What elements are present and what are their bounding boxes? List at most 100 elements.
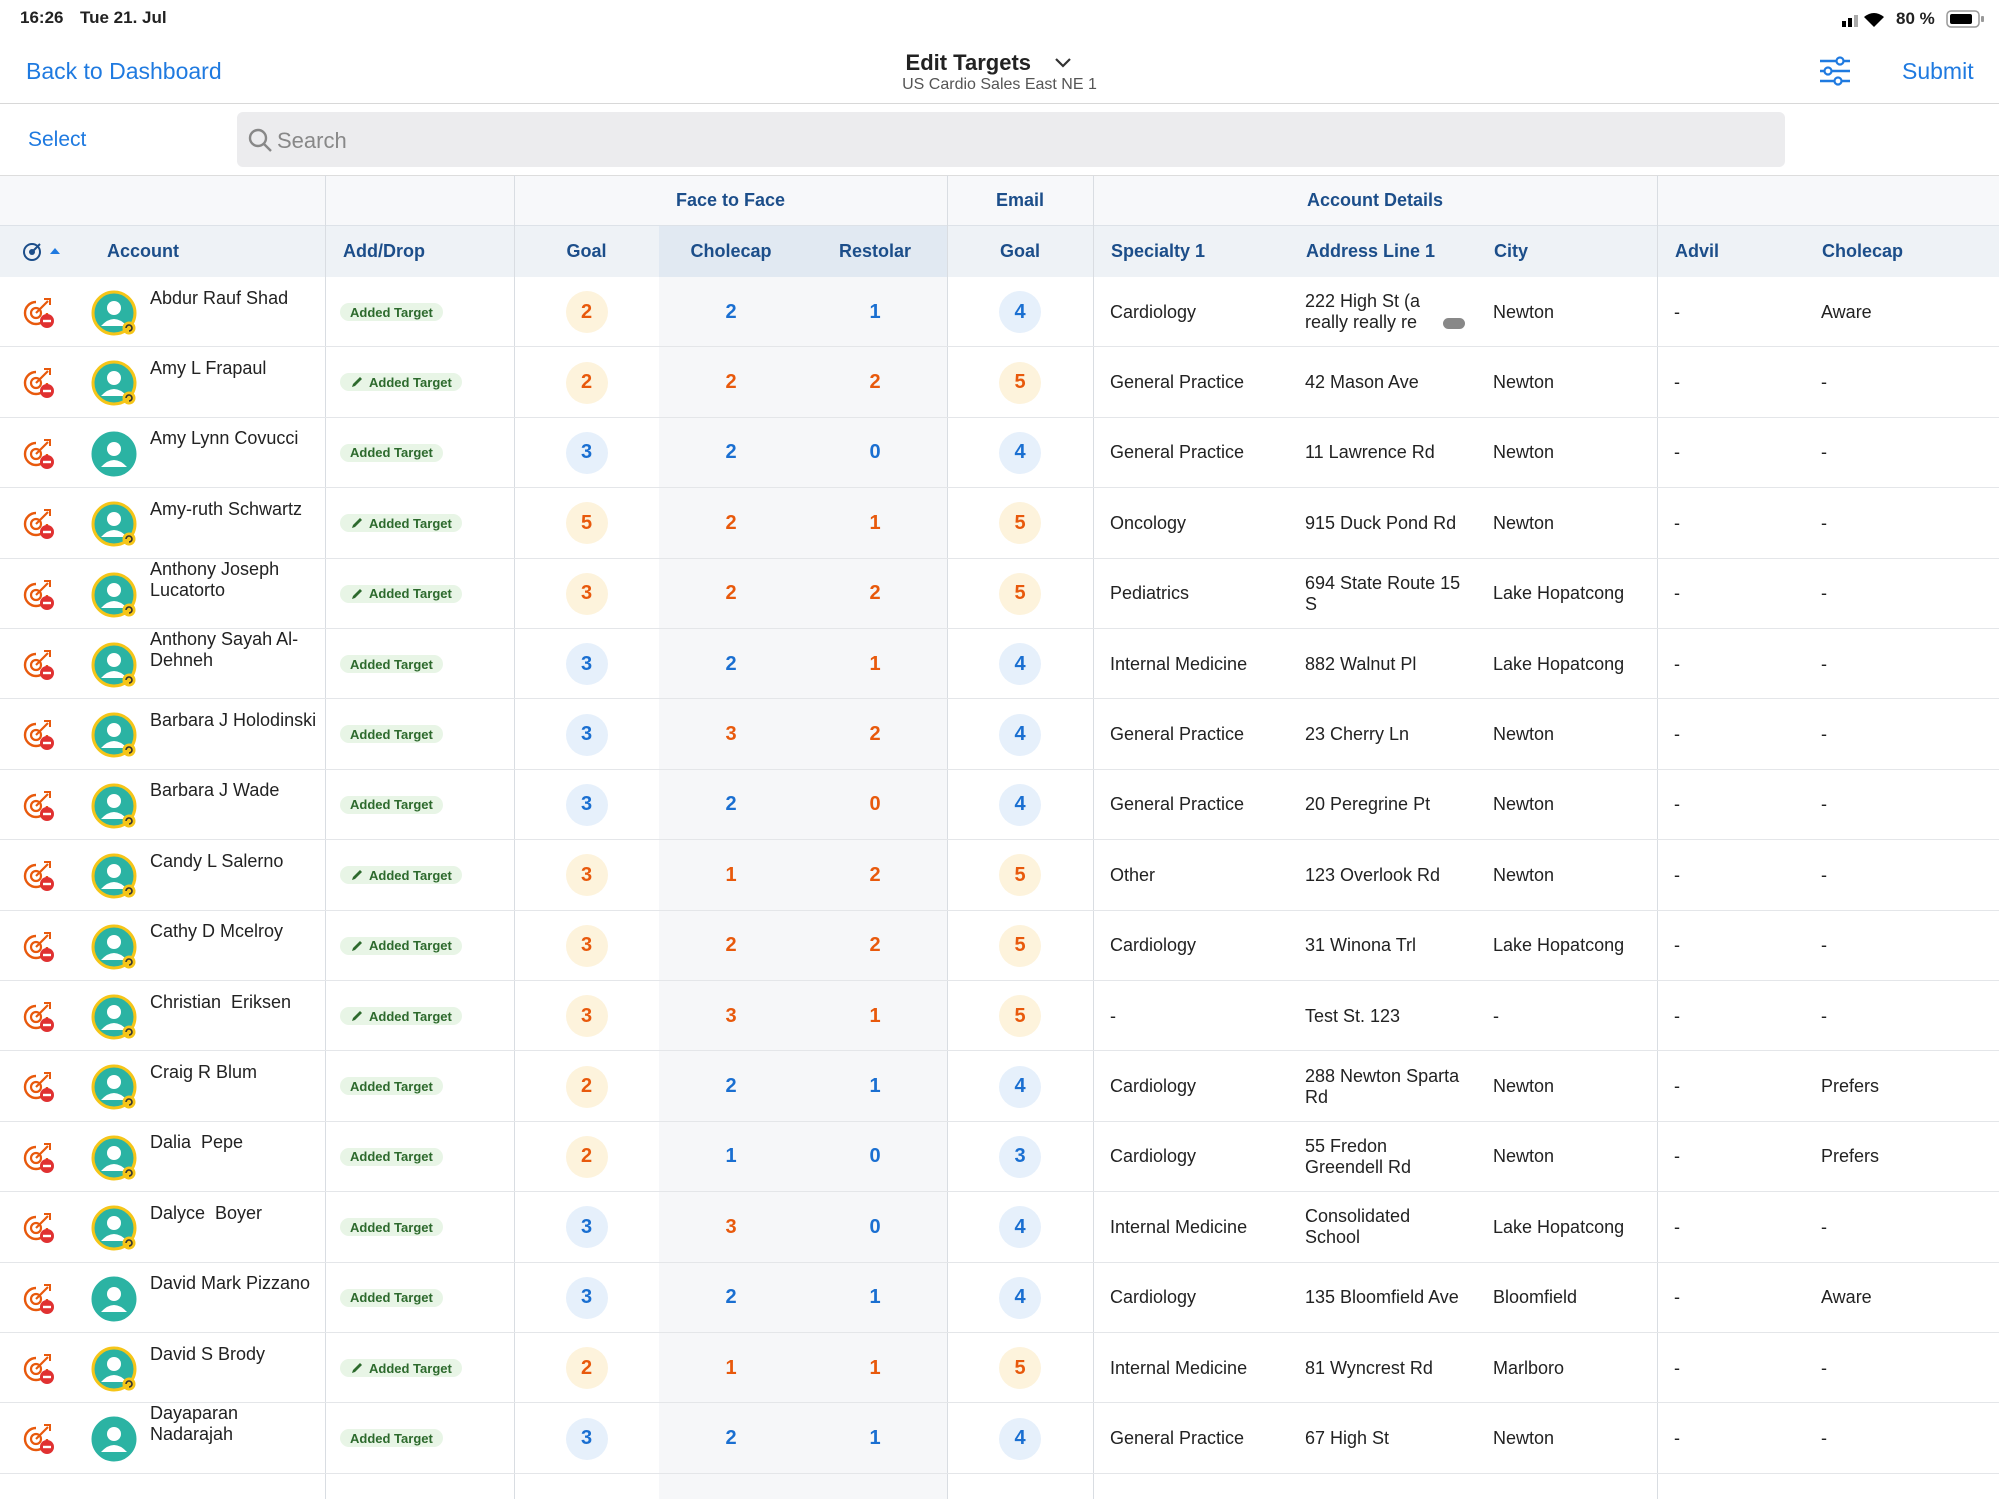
table-row[interactable]: Dalyce Boyer Added Target 3 3 0 4 Internal Med… bbox=[0, 1192, 1999, 1263]
remove-target-icon[interactable] bbox=[22, 1000, 56, 1034]
add-drop-pill[interactable]: Added Target bbox=[340, 373, 462, 392]
goal-badge[interactable]: 3 bbox=[999, 1135, 1041, 1178]
submit-button[interactable]: Submit bbox=[1902, 58, 1974, 84]
more-pill[interactable] bbox=[1443, 318, 1465, 329]
remove-target-icon[interactable] bbox=[22, 296, 56, 330]
column-header[interactable]: Account bbox=[107, 241, 179, 261]
search-field[interactable]: Search bbox=[237, 112, 1785, 167]
goal-badge[interactable]: 3 bbox=[565, 924, 608, 967]
goal-badge[interactable]: 3 bbox=[565, 713, 608, 756]
table-row[interactable]: David Mark Pizzano Added Target 3 2 1 4 Cardio… bbox=[0, 1263, 1999, 1333]
goal-badge[interactable]: 4 bbox=[999, 783, 1041, 826]
table-row[interactable]: Dayaparan Nadarajah Added Target 3 2 1 4 Gener… bbox=[0, 1403, 1999, 1474]
table-row[interactable]: Cathy D Mcelroy Added Target 3 2 2 5 Cardiolog… bbox=[0, 911, 1999, 981]
remove-target-icon[interactable] bbox=[22, 507, 56, 541]
title-chevron[interactable] bbox=[1053, 56, 1073, 70]
remove-target-icon[interactable] bbox=[22, 1352, 56, 1386]
add-drop-pill[interactable]: Added Target bbox=[340, 1147, 443, 1166]
remove-target-icon[interactable] bbox=[22, 1422, 56, 1456]
table-row[interactable]: Christian Eriksen Added Target 3 3 1 5 - Test S… bbox=[0, 981, 1999, 1052]
goal-badge[interactable]: 5 bbox=[999, 995, 1041, 1038]
goal-badge[interactable]: 3 bbox=[565, 572, 608, 615]
goal-badge[interactable]: 2 bbox=[565, 291, 608, 334]
table-row[interactable]: Amy-ruth Schwartz Added Target 5 2 1 5 Oncolog… bbox=[0, 488, 1999, 559]
table-row[interactable]: Anthony Sayah Al-Dehneh Added Target 3 2 1 4 I… bbox=[0, 629, 1999, 700]
add-drop-pill[interactable]: Added Target bbox=[340, 795, 443, 814]
goal-badge[interactable]: 5 bbox=[999, 1347, 1041, 1390]
table-row[interactable]: Craig R Blum Added Target 2 2 1 4 Cardiology 28… bbox=[0, 1051, 1999, 1122]
goal-badge[interactable]: 4 bbox=[999, 1276, 1041, 1319]
table-row[interactable]: Abdur Rauf Shad Added Target 2 2 1 4 Cardiolog… bbox=[0, 277, 1999, 348]
table-row[interactable]: Barbara J Wade Added Target 3 2 0 4 General Pr… bbox=[0, 770, 1999, 841]
column-header[interactable]: Restolar bbox=[838, 241, 912, 261]
remove-target-icon[interactable] bbox=[22, 1070, 56, 1104]
goal-badge[interactable]: 5 bbox=[999, 572, 1041, 615]
goal-badge[interactable]: 3 bbox=[565, 1417, 608, 1460]
goal-badge[interactable]: 5 bbox=[999, 361, 1041, 404]
goal-badge[interactable]: 3 bbox=[565, 1276, 608, 1319]
goal-badge[interactable]: 5 bbox=[565, 502, 608, 545]
remove-target-icon[interactable] bbox=[22, 648, 56, 682]
table-row[interactable]: Dalia Pepe Added Target 2 1 0 3 Cardiology 55 F… bbox=[0, 1122, 1999, 1193]
column-header[interactable]: Cholecap bbox=[1822, 241, 1904, 261]
column-header[interactable]: Cholecap bbox=[690, 241, 772, 261]
column-header[interactable]: Specialty 1 bbox=[1111, 241, 1206, 261]
add-drop-pill[interactable]: Added Target bbox=[340, 866, 462, 885]
table-row[interactable]: David S Brody Added Target 2 1 1 5 Internal Me… bbox=[0, 1333, 1999, 1404]
remove-target-icon[interactable] bbox=[22, 1211, 56, 1245]
add-drop-pill[interactable]: Added Target bbox=[340, 1218, 443, 1237]
column-header[interactable]: Goal bbox=[999, 241, 1040, 261]
add-drop-pill[interactable]: Added Target bbox=[340, 443, 443, 462]
add-drop-pill[interactable]: Added Target bbox=[340, 1429, 443, 1448]
column-header[interactable]: Advil bbox=[1675, 241, 1720, 261]
add-drop-pill[interactable]: Added Target bbox=[340, 514, 462, 533]
remove-target-icon[interactable] bbox=[22, 437, 56, 471]
goal-badge[interactable]: 2 bbox=[565, 361, 608, 404]
goal-badge[interactable]: 3 bbox=[565, 431, 608, 474]
add-drop-pill[interactable]: Added Target bbox=[340, 303, 443, 321]
select-button[interactable]: Select bbox=[28, 128, 87, 151]
goal-badge[interactable]: 4 bbox=[999, 291, 1041, 334]
add-drop-pill[interactable]: Added Target bbox=[340, 655, 443, 673]
goal-badge[interactable]: 4 bbox=[999, 643, 1041, 686]
add-drop-pill[interactable]: Added Target bbox=[340, 1359, 462, 1377]
table-row[interactable]: Amy L Frapaul Added Target 2 2 2 5 General Pra… bbox=[0, 347, 1999, 418]
add-drop-pill[interactable]: Added Target bbox=[340, 936, 462, 955]
remove-target-icon[interactable] bbox=[22, 578, 56, 612]
sort-icon[interactable] bbox=[20, 240, 64, 264]
table-row[interactable]: Barbara J Holodinski Added Target 3 3 2 4 Gene… bbox=[0, 699, 1999, 770]
goal-badge[interactable]: 5 bbox=[999, 502, 1041, 545]
goal-badge[interactable]: 5 bbox=[999, 854, 1041, 897]
remove-target-icon[interactable] bbox=[22, 1282, 56, 1316]
add-drop-pill[interactable]: Added Target bbox=[340, 725, 443, 744]
back-button[interactable]: Back to Dashboard bbox=[26, 58, 222, 84]
remove-target-icon[interactable] bbox=[22, 930, 56, 964]
column-header[interactable]: Add/Drop bbox=[343, 241, 425, 261]
goal-badge[interactable]: 3 bbox=[565, 1206, 608, 1249]
filter-button[interactable] bbox=[1818, 56, 1852, 86]
remove-target-icon[interactable] bbox=[22, 789, 56, 823]
remove-target-icon[interactable] bbox=[22, 366, 56, 400]
goal-badge[interactable]: 3 bbox=[565, 643, 608, 686]
add-drop-pill[interactable]: Added Target bbox=[340, 584, 462, 603]
column-header[interactable]: City bbox=[1494, 241, 1529, 261]
remove-target-icon[interactable] bbox=[22, 859, 56, 893]
goal-badge[interactable]: 4 bbox=[999, 1206, 1041, 1249]
goal-badge[interactable]: 4 bbox=[999, 713, 1041, 756]
add-drop-pill[interactable]: Added Target bbox=[340, 1007, 462, 1025]
goal-badge[interactable]: 2 bbox=[565, 1065, 608, 1108]
column-header[interactable]: Goal bbox=[566, 241, 607, 261]
remove-target-icon[interactable] bbox=[22, 1141, 56, 1175]
table-row[interactable]: Candy L Salerno Added Target 3 1 2 5 Other 123 … bbox=[0, 840, 1999, 911]
table-row[interactable]: Amy Lynn Covucci Added Target 3 2 0 4 General … bbox=[0, 418, 1999, 489]
table-row[interactable]: Anthony Joseph Lucatorto Added Target 3 2 2 5… bbox=[0, 559, 1999, 629]
goal-badge[interactable]: 4 bbox=[999, 431, 1041, 474]
add-drop-pill[interactable]: Added Target bbox=[340, 1077, 443, 1096]
goal-badge[interactable]: 4 bbox=[999, 1065, 1041, 1108]
goal-badge[interactable]: 3 bbox=[565, 854, 608, 897]
goal-badge[interactable]: 3 bbox=[565, 995, 608, 1038]
column-header[interactable]: Address Line 1 bbox=[1306, 241, 1436, 261]
remove-target-icon[interactable] bbox=[22, 718, 56, 752]
goal-badge[interactable]: 4 bbox=[999, 1417, 1041, 1460]
nav-title[interactable]: Edit Targets bbox=[905, 50, 1032, 75]
